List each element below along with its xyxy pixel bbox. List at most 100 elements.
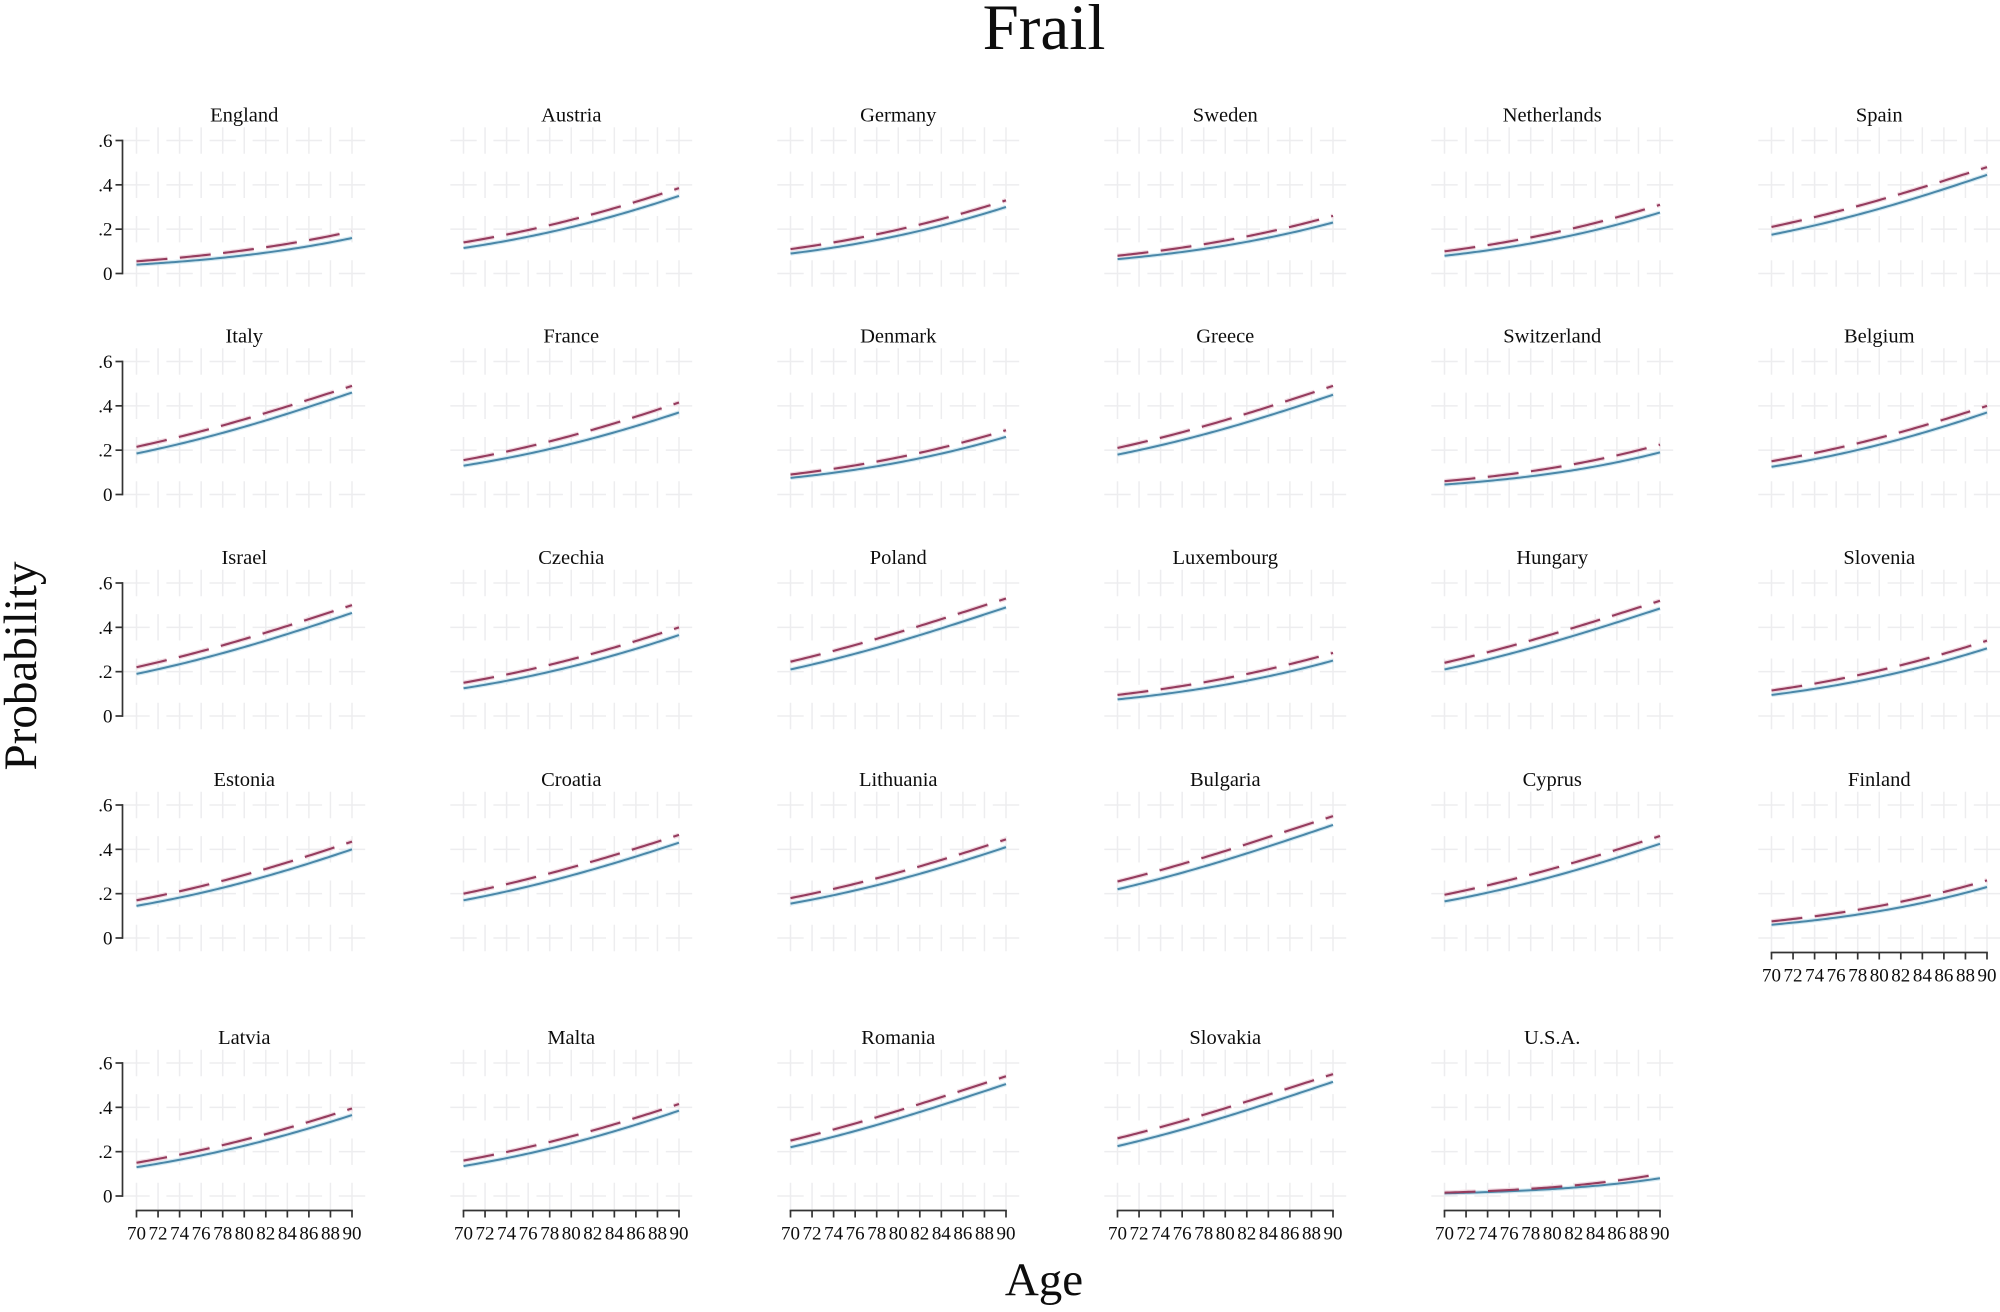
solid-line [1117,824,1334,891]
dashed-line [1771,879,1988,923]
y-tick-label: .6 [98,352,112,373]
x-tick-label: 84 [932,1224,952,1245]
solid-line [1444,842,1661,903]
x-tick-label: 86 [299,1224,318,1245]
dashed-line [463,833,680,895]
dashed-line [1444,835,1661,896]
x-tick-label: 88 [1956,966,1975,987]
x-tick-label: 70 [127,1224,146,1245]
panel-latvia: Latvia 0 .2 .4 .6 70 72 74 76 78 80 82 84 86 88 90 [98,1027,366,1245]
x-tick-label: 74 [824,1224,844,1245]
x-tick-label: 90 [1978,966,1997,987]
panel-title-greece: Greece [1196,326,1254,348]
x-tick-label: 70 [454,1224,473,1245]
panel-israel: Israel 0 .2 .4 .6 [98,547,366,730]
panel-title-malta: Malta [547,1027,595,1049]
dashed-line [790,429,1007,476]
x-tick-label: 82 [583,1224,602,1245]
x-tick-label: 76 [1827,966,1846,987]
solid-line [790,206,1007,255]
x-tick-label: 72 [476,1224,495,1245]
panel-title-england: England [210,105,278,127]
dashed-line [790,199,1007,251]
x-tick-label: 86 [626,1224,645,1245]
panel-title-finland: Finland [1848,769,1911,791]
y-tick-label: .6 [98,573,112,594]
x-tick-label: 84 [1259,1224,1279,1245]
x-tick-label: 90 [997,1224,1016,1245]
panel-cyprus: Cyprus [1431,769,1674,952]
panel-title-poland: Poland [870,547,927,569]
x-tick-label: 80 [562,1224,581,1245]
panel-title-croatia: Croatia [541,769,601,791]
panel-slovenia: Slovenia [1758,547,2000,730]
panel-title-france: France [543,326,599,348]
panel-title-israel: Israel [221,547,267,569]
solid-line [136,237,353,266]
x-tick-label: 82 [1891,966,1910,987]
x-tick-label: 78 [213,1224,232,1245]
y-tick-label: .4 [98,175,113,196]
solid-line [1771,411,1988,468]
y-tick-label: 0 [103,264,113,285]
x-tick-label: 86 [953,1224,972,1245]
dashed-line [1444,599,1661,664]
solid-line [1771,173,1988,236]
dashed-line [463,626,680,684]
panel-title-bulgaria: Bulgaria [1190,769,1261,791]
panel-bulgaria: Bulgaria [1104,769,1347,952]
x-tick-label: 74 [1151,1224,1171,1245]
dashed-line [790,597,1007,663]
panel-poland: Poland [777,547,1020,730]
panel-title-hungary: Hungary [1516,547,1588,569]
dashed-line [1771,166,1988,228]
solid-line [1444,451,1661,486]
x-tick-label: 84 [605,1224,625,1245]
solid-line [463,634,680,690]
y-tick-label: .4 [98,618,113,639]
dashed-line [1771,639,1988,692]
panel-title-cyprus: Cyprus [1523,769,1582,791]
panel-estonia: Estonia 0 .2 .4 .6 [98,769,366,952]
x-tick-label: 72 [1130,1224,1149,1245]
panel-title-romania: Romania [861,1027,935,1049]
dashed-line [790,1075,1007,1142]
panel-switzerland: Switzerland [1431,326,1674,508]
solid-line [1117,393,1334,456]
dashed-line [136,1107,353,1164]
y-tick-label: .6 [98,1053,112,1074]
solid-line [1771,647,1988,696]
solid-line [790,606,1007,671]
panel-france: France [450,326,693,508]
x-tick-label: 76 [519,1224,538,1245]
x-tick-label: 78 [1194,1224,1213,1245]
solid-line [1117,221,1334,261]
x-tick-label: 76 [1500,1224,1519,1245]
x-tick-label: 88 [975,1224,994,1245]
y-tick-label: 0 [103,485,113,506]
dashed-line [136,384,353,448]
y-tick-label: 0 [103,706,113,727]
solid-line [1117,1080,1334,1148]
x-tick-label: 80 [889,1224,908,1245]
x-tick-label: 70 [1762,966,1781,987]
panel-netherlands: Netherlands [1431,105,1674,287]
x-tick-label: 88 [1302,1224,1321,1245]
x-tick-label: 74 [497,1224,517,1245]
y-tick-label: 0 [103,928,113,949]
y-tick-label: .2 [98,1142,112,1163]
panel-title-czechia: Czechia [538,547,604,569]
solid-line [463,194,680,249]
x-tick-label: 80 [235,1224,254,1245]
x-tick-label: 72 [1784,966,1803,987]
panel-lithuania: Lithuania [777,769,1020,952]
panel-title-switzerland: Switzerland [1503,326,1601,348]
panel-romania: Romania 70 72 74 76 78 80 82 84 86 88 90 [777,1027,1020,1245]
panel-sweden: Sweden [1104,105,1347,287]
panel-czechia: Czechia [450,547,693,730]
panel-hungary: Hungary [1431,547,1674,730]
x-tick-label: 86 [1280,1224,1299,1245]
dashed-line [136,230,353,263]
x-tick-label: 70 [1435,1224,1454,1245]
solid-line [790,435,1007,479]
